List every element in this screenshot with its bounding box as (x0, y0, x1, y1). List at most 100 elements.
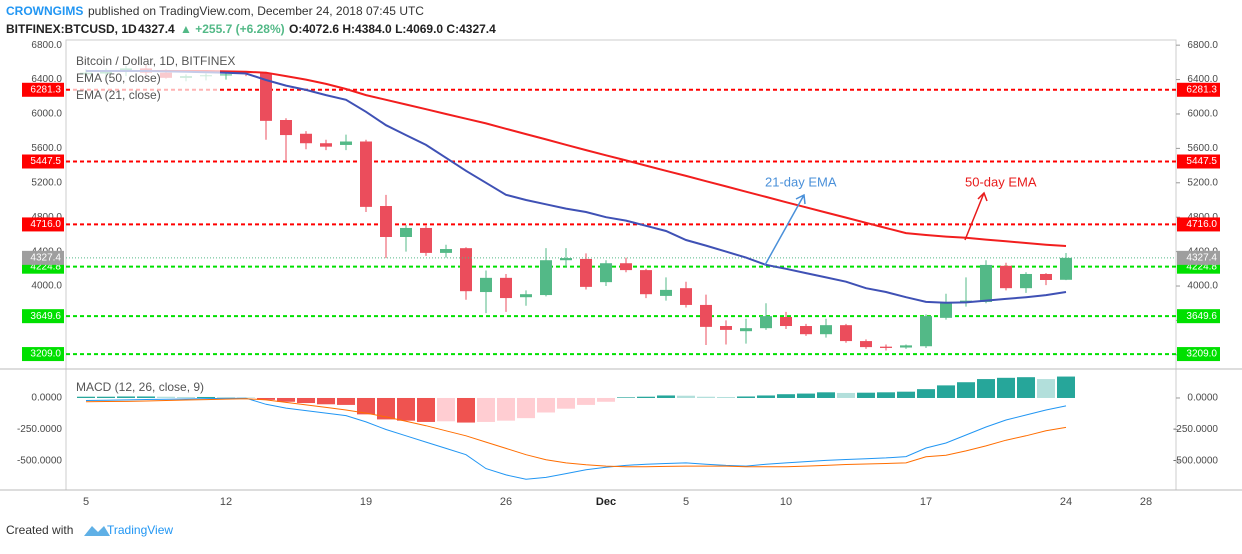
candle-body (880, 346, 892, 348)
level-label: 3209.0 (1186, 349, 1217, 360)
macd-bar (97, 396, 115, 398)
candle-body (260, 73, 272, 121)
macd-bar (897, 391, 915, 398)
x-tick-label: 28 (1140, 496, 1152, 508)
macd-bar (117, 396, 135, 398)
macd-bar (397, 397, 415, 421)
x-tick-label: 26 (500, 496, 512, 508)
macd-bar (717, 396, 735, 398)
macd-bar (997, 377, 1015, 398)
candle-body (1060, 257, 1072, 280)
candle-body (780, 316, 792, 327)
candle-body (340, 141, 352, 145)
x-tick-label: 5 (683, 496, 689, 508)
level-label-box (22, 82, 64, 97)
candle-body (920, 316, 932, 347)
last-price-box (1177, 250, 1220, 265)
macd-bar (637, 396, 655, 398)
candle-body (360, 141, 372, 207)
candle-body (1000, 265, 1012, 289)
macd-bar (917, 389, 935, 398)
macd-bar (797, 393, 815, 398)
candle-body (420, 227, 432, 253)
macd-bar (437, 397, 455, 422)
y-tick-label: 6000.0 (31, 109, 62, 120)
y-tick-label: 6800.0 (1187, 40, 1218, 51)
footer-brand[interactable]: TradingView (107, 523, 173, 537)
macd-bar (317, 397, 335, 405)
level-label-box (22, 309, 64, 324)
last-price-label: 4327.4 (1186, 252, 1217, 263)
macd-bar (877, 392, 895, 398)
symbol: BITFINEX:BTCUSD, 1D (6, 22, 137, 36)
candle-body (220, 74, 232, 76)
candle-body (280, 120, 292, 136)
author[interactable]: CROWNGIMS (6, 4, 83, 18)
y-tick-label: 5200.0 (1187, 177, 1218, 188)
macd-bar (137, 396, 155, 398)
x-tick-label: 12 (220, 496, 232, 508)
candle-body (560, 258, 572, 261)
y-tick-label: 6800.0 (31, 40, 62, 51)
y-tick-label: -500.0000 (17, 456, 62, 467)
candle-body (800, 326, 812, 335)
candle-body (320, 143, 332, 147)
candle-body (760, 316, 772, 329)
y-tick-label: -250.0000 (1173, 424, 1218, 435)
candle-body (820, 325, 832, 335)
line-series (85, 398, 1067, 468)
macd-bar (417, 397, 435, 422)
level-label: 5447.5 (30, 156, 61, 167)
macd-bar (77, 396, 95, 398)
macd-bar (957, 382, 975, 398)
macd-bar (457, 397, 475, 423)
line-series (86, 70, 1067, 247)
candle-body (860, 341, 872, 348)
candle-body (640, 270, 652, 295)
macd-bar (837, 392, 855, 398)
x-tick-label: Dec (596, 496, 616, 508)
macd-bar (937, 385, 955, 398)
macd-bar (377, 397, 395, 420)
macd-bar (777, 394, 795, 398)
macd-bar (577, 397, 595, 405)
candle-body (1040, 273, 1052, 280)
y-tick-label: 4800.0 (31, 212, 62, 223)
candle-body (680, 288, 692, 305)
y-tick-label: 5600.0 (31, 143, 62, 154)
macd-bar (517, 397, 535, 419)
level-label: 4224.8 (30, 261, 61, 272)
x-tick-label: 5 (83, 496, 89, 508)
candle-body (700, 304, 712, 327)
y-tick-label: 5600.0 (1187, 143, 1218, 154)
level-label: 3649.6 (30, 311, 61, 322)
macd-bar (737, 396, 755, 398)
level-label: 6281.3 (30, 84, 61, 95)
macd-bar (297, 397, 315, 404)
candle-body (440, 249, 452, 253)
ohlc: O:4072.6 H:4384.0 L:4069.0 C:4327.4 (289, 22, 496, 36)
candle-body (520, 294, 532, 298)
macd-bar (477, 397, 495, 422)
y-tick-label: 5200.0 (31, 177, 62, 188)
candle-body (900, 345, 912, 348)
level-label: 4716.0 (30, 219, 61, 230)
candle-body (660, 289, 672, 296)
level-label-box (22, 154, 64, 169)
macd-bar (1057, 376, 1075, 398)
annotation-arrow (964, 191, 988, 241)
level-label: 3209.0 (30, 349, 61, 360)
price: 4327.4 (138, 22, 175, 36)
annotation-arrow (764, 193, 806, 266)
y-tick-label: 4000.0 (1187, 281, 1218, 292)
candle-body (740, 328, 752, 332)
candle-body (580, 258, 592, 287)
candle-body (400, 227, 412, 237)
plot: 6800.0 6800.0 6400.0 6400.0 6000.0 6000.0 5600… (17, 40, 1220, 508)
footer-created: Created with (6, 523, 73, 537)
candle-body (480, 277, 492, 293)
level-label-box (1177, 309, 1220, 324)
legend-entry: EMA (50, close) (76, 71, 161, 85)
macd-bar (657, 395, 675, 398)
